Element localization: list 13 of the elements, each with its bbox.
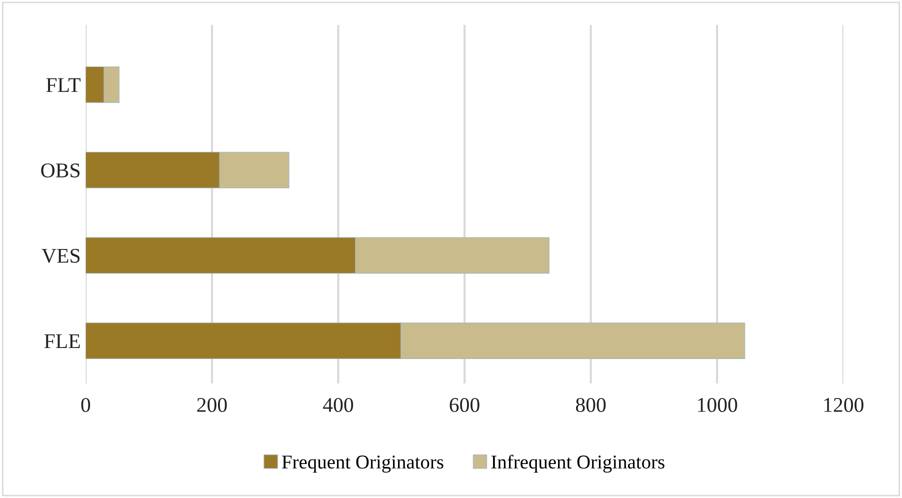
x-tick-label: 200 (197, 398, 227, 412)
y-tick-label: FLT (46, 78, 80, 92)
x-tick-label: 1000 (698, 398, 738, 412)
y-tick-label: VES (42, 248, 80, 263)
x-tick-label: 600 (450, 398, 480, 412)
x-tick-label: 0 (81, 398, 90, 412)
legend-label: Frequent Originators (282, 456, 444, 473)
y-tick-label: FLE (44, 334, 80, 348)
x-tick-label: 1200 (824, 398, 864, 412)
y-tick-label: OBS (41, 163, 80, 178)
x-tick-label: 400 (323, 398, 354, 412)
legend-label: Infrequent Originators (491, 454, 664, 473)
x-tick-label: 800 (576, 398, 606, 412)
